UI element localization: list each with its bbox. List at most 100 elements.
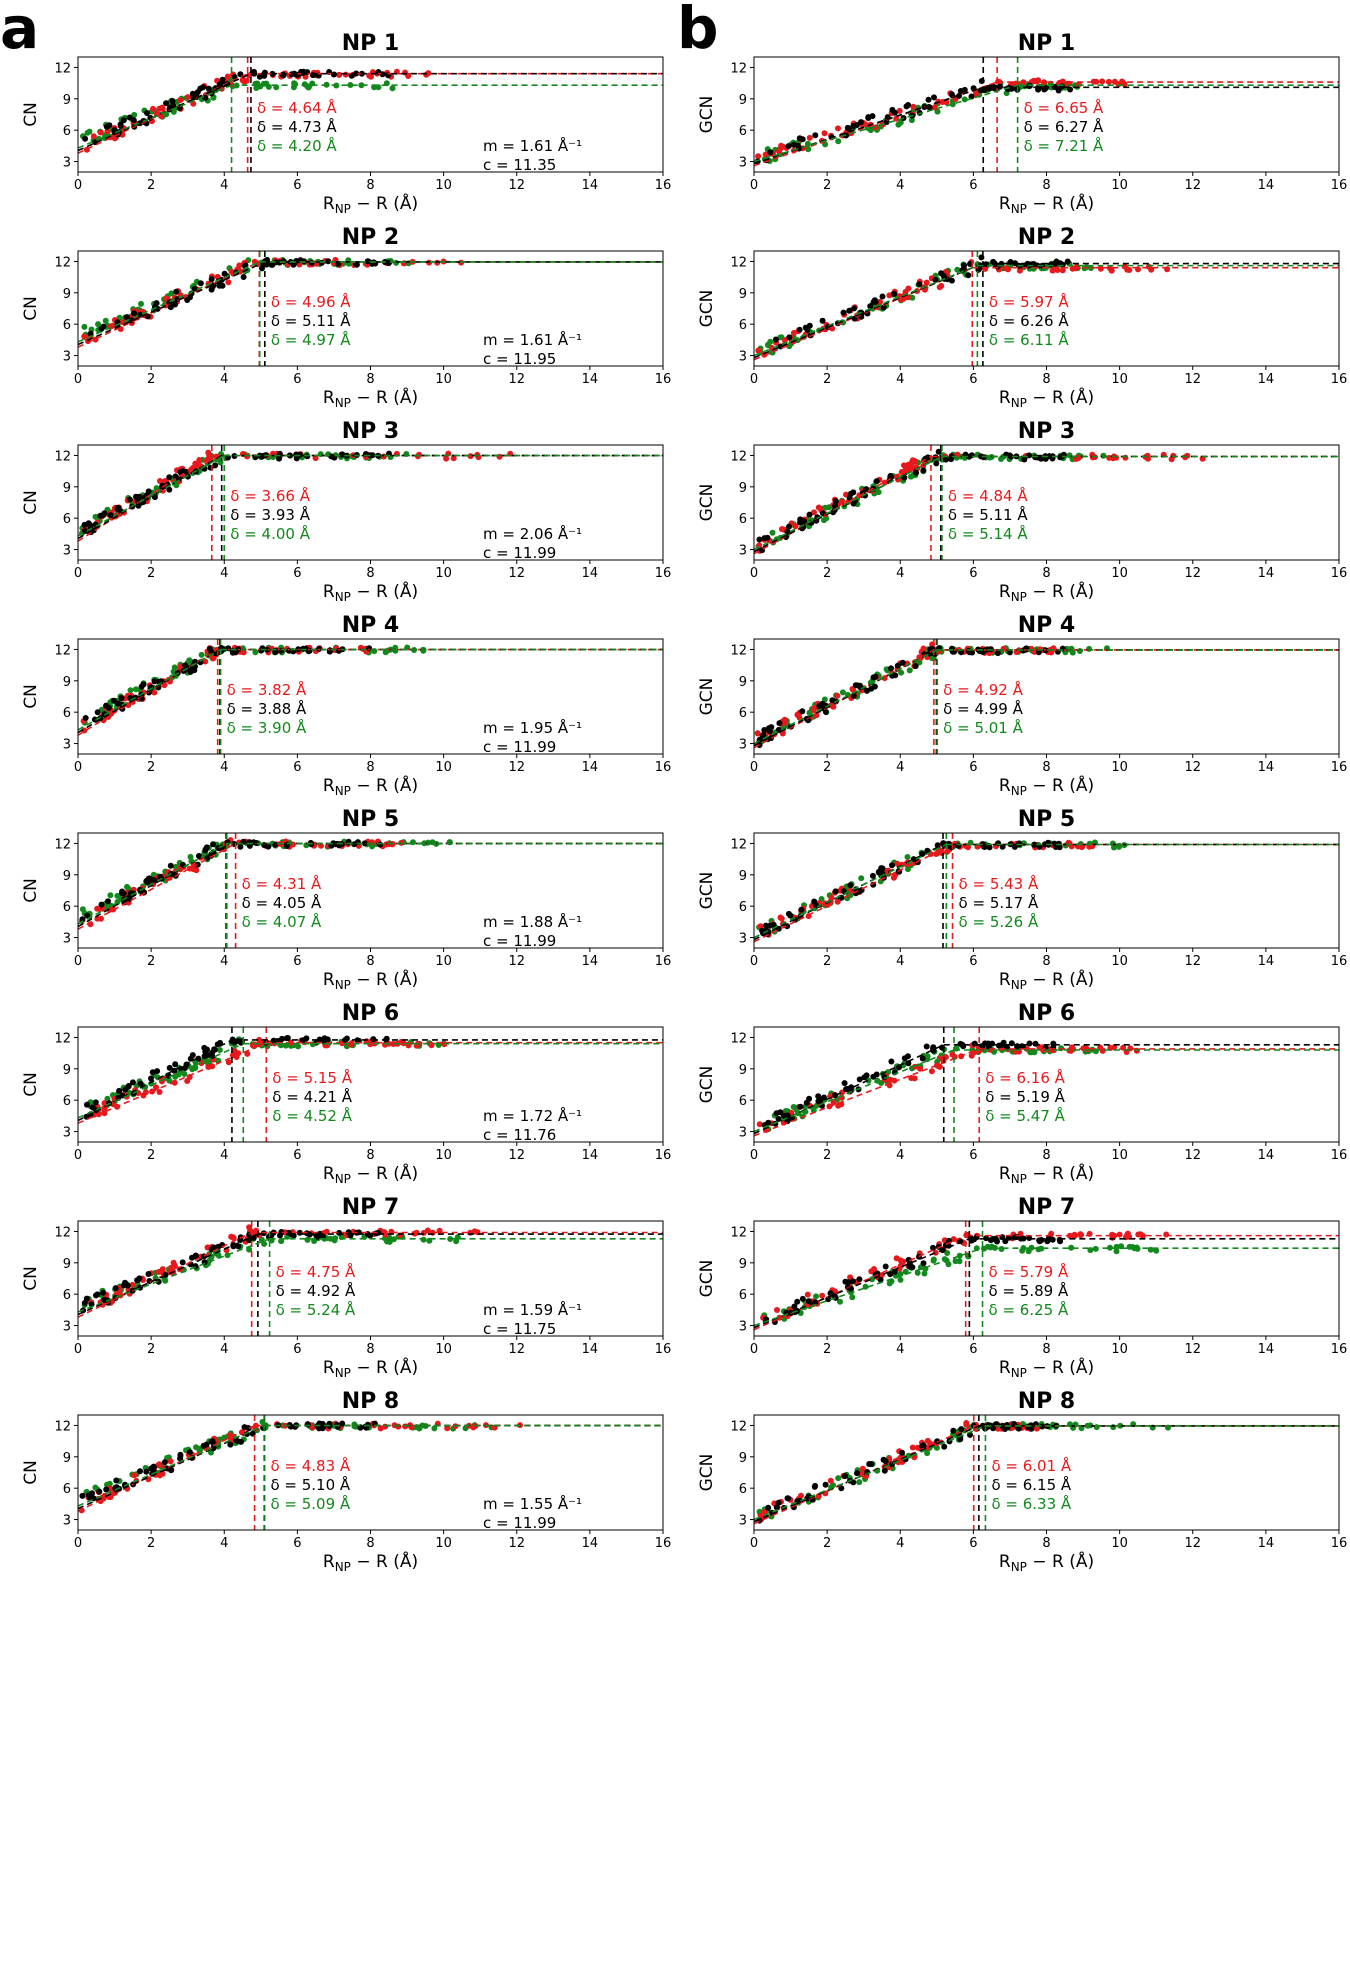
x-label-subscript: NP bbox=[335, 1172, 351, 1186]
x-tick-label: 10 bbox=[1111, 1342, 1128, 1357]
y-tick-label: 6 bbox=[63, 124, 71, 139]
subplot-a-np3: NP 3 CN RNP − R (Å) 0 2 4 6 8 10 12 14 16 3 6 9 12 δ = 3… bbox=[21, 419, 671, 604]
data-point-green bbox=[1126, 1243, 1133, 1250]
data-point-green bbox=[133, 686, 139, 693]
subplot-b-np6: NP 6 GCN RNP − R (Å) 0 2 4 6 8 10 12 14 16 3 6 9 12 δ = … bbox=[697, 1001, 1347, 1186]
data-point-black bbox=[888, 1058, 895, 1065]
data-point-red bbox=[898, 469, 905, 475]
data-point-green bbox=[92, 513, 99, 520]
x-label-R: R bbox=[999, 970, 1011, 990]
data-point-green bbox=[1068, 1244, 1075, 1251]
data-point-green bbox=[1093, 1424, 1100, 1431]
x-tick-label: 12 bbox=[508, 760, 525, 775]
data-point-red bbox=[369, 839, 376, 846]
data-point-green bbox=[454, 1234, 461, 1241]
data-point-red bbox=[171, 1263, 178, 1270]
data-point-black bbox=[761, 727, 768, 733]
data-point-black bbox=[803, 1099, 810, 1106]
x-tick-label: 0 bbox=[750, 1536, 758, 1551]
data-point-black bbox=[308, 259, 315, 266]
x-tick-label: 0 bbox=[74, 566, 82, 581]
x-label-subscript: NP bbox=[1011, 396, 1027, 410]
data-point-red bbox=[225, 1059, 232, 1066]
y-tick-label: 3 bbox=[739, 1320, 747, 1335]
y-tick-label: 3 bbox=[63, 1514, 71, 1529]
data-point-green bbox=[170, 108, 177, 115]
y-tick-label: 6 bbox=[63, 1094, 71, 1109]
data-point-black bbox=[879, 865, 886, 872]
data-point-black bbox=[994, 650, 1001, 657]
data-point-green bbox=[278, 1238, 285, 1245]
data-point-black bbox=[842, 1473, 848, 1480]
data-point-black bbox=[129, 1079, 136, 1086]
y-tick-label: 9 bbox=[63, 1063, 71, 1078]
data-point-green bbox=[358, 82, 365, 89]
data-point-black bbox=[941, 1443, 948, 1450]
data-point-red bbox=[774, 1307, 780, 1313]
data-point-red bbox=[835, 1102, 842, 1109]
data-point-black bbox=[351, 841, 358, 848]
data-point-black bbox=[767, 149, 774, 156]
data-point-red bbox=[231, 1047, 238, 1054]
data-point-red bbox=[131, 1472, 138, 1479]
data-point-red bbox=[877, 298, 883, 305]
data-point-green bbox=[224, 1252, 231, 1259]
data-point-black bbox=[212, 462, 219, 469]
data-point-black bbox=[796, 145, 802, 152]
data-point-black bbox=[865, 114, 872, 121]
data-point-black bbox=[210, 841, 217, 848]
data-point-red bbox=[909, 1444, 916, 1451]
fit-line-red bbox=[753, 1048, 980, 1137]
intercept-annotation: c = 11.35 bbox=[483, 156, 556, 174]
y-tick-label: 9 bbox=[739, 93, 747, 108]
data-point-red bbox=[1163, 1231, 1170, 1238]
data-point-black bbox=[1002, 1238, 1009, 1245]
x-label-subscript: NP bbox=[1011, 590, 1027, 604]
data-point-black bbox=[278, 647, 285, 654]
data-point-black bbox=[166, 474, 173, 481]
data-point-red bbox=[443, 455, 450, 462]
x-label-rest: − R (Å) bbox=[1027, 1550, 1094, 1572]
data-point-black bbox=[94, 1291, 101, 1298]
data-point-red bbox=[156, 1089, 163, 1095]
data-point-red bbox=[830, 1099, 837, 1106]
data-point-black bbox=[290, 261, 297, 268]
fit-line-green bbox=[753, 1425, 986, 1521]
delta-annotation-black: δ = 4.92 Å bbox=[276, 1281, 356, 1300]
data-point-black bbox=[1025, 1423, 1031, 1430]
subplot-b-np7: NP 7 GCN RNP − R (Å) 0 2 4 6 8 10 12 14 16 3 6 9 12 δ = … bbox=[697, 1195, 1347, 1380]
data-point-red bbox=[496, 453, 503, 460]
x-tick-label: 6 bbox=[293, 372, 301, 387]
data-point-black bbox=[785, 910, 792, 917]
y-tick-label: 12 bbox=[730, 255, 747, 270]
data-point-green bbox=[904, 854, 911, 860]
x-axis-label: RNP − R (Å) bbox=[999, 774, 1094, 798]
data-point-red bbox=[1089, 454, 1096, 461]
data-point-black bbox=[856, 1076, 863, 1083]
data-point-black bbox=[983, 1235, 990, 1242]
data-point-black bbox=[850, 489, 857, 496]
y-tick-label: 12 bbox=[54, 1419, 71, 1434]
x-tick-label: 8 bbox=[366, 954, 374, 969]
plot-frame bbox=[77, 1026, 664, 1143]
data-point-red bbox=[206, 452, 213, 459]
data-point-red bbox=[97, 129, 104, 136]
data-point-black bbox=[145, 1271, 152, 1277]
delta-annotation-green: δ = 4.00 Å bbox=[230, 524, 310, 543]
data-point-black bbox=[148, 1075, 154, 1082]
data-point-red bbox=[761, 1508, 768, 1515]
subplot-title: NP 6 bbox=[342, 1001, 400, 1026]
data-point-red bbox=[756, 1121, 763, 1128]
data-point-black bbox=[120, 117, 127, 124]
data-point-red bbox=[377, 1425, 384, 1432]
x-tick-label: 12 bbox=[508, 372, 525, 387]
data-point-green bbox=[1107, 1244, 1113, 1251]
data-point-black bbox=[889, 862, 895, 869]
data-point-black bbox=[986, 844, 993, 851]
data-point-black bbox=[82, 135, 89, 142]
data-point-green bbox=[1086, 645, 1093, 652]
delta-annotation-black: δ = 5.11 Å bbox=[271, 311, 351, 330]
data-point-black bbox=[115, 504, 122, 511]
data-point-black bbox=[846, 494, 853, 501]
x-tick-label: 14 bbox=[1258, 1536, 1275, 1551]
